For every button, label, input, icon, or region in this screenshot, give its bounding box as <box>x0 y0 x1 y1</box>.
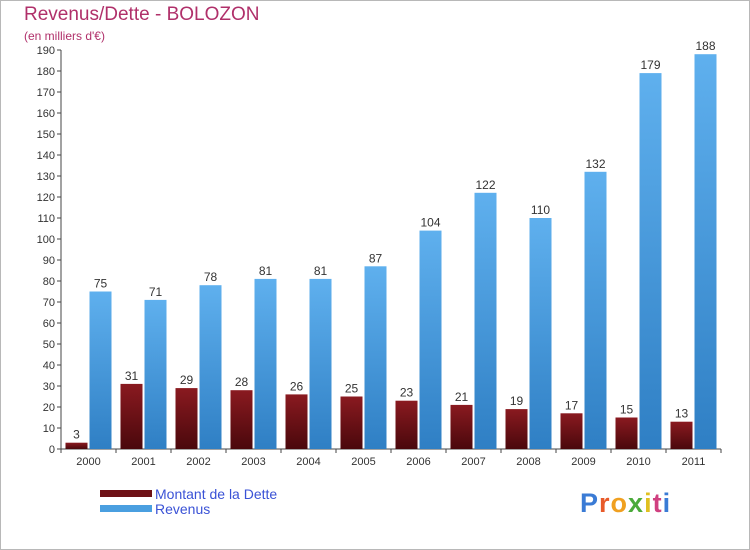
legend-swatch-revenus <box>100 505 152 512</box>
legend-label-revenus: Revenus <box>155 500 211 517</box>
legend: Montant de la Dette Revenus <box>100 485 278 517</box>
data-label-dette: 26 <box>290 379 304 393</box>
legend-label-dette: Montant de la Dette <box>155 485 278 502</box>
data-label-revenus: 179 <box>640 58 660 72</box>
chart-subtitle: (en milliers d'€) <box>24 29 105 43</box>
y-tick-label: 130 <box>37 171 55 183</box>
bar-dette <box>670 421 693 449</box>
x-tick-label: 2004 <box>296 456 320 468</box>
data-label-revenus: 110 <box>531 203 550 217</box>
bar-dette <box>175 388 198 449</box>
y-tick-label: 10 <box>43 423 55 435</box>
y-tick-label: 40 <box>43 360 55 372</box>
y-tick-label: 190 <box>37 45 55 57</box>
y-tick-label: 110 <box>37 213 55 225</box>
y-tick-label: 160 <box>37 108 55 120</box>
data-label-revenus: 132 <box>585 157 605 171</box>
x-tick-label: 2006 <box>406 456 430 468</box>
data-label-dette: 3 <box>73 428 80 442</box>
data-label-revenus: 75 <box>94 277 108 291</box>
x-tick-label: 2001 <box>131 456 155 468</box>
y-tick-label: 100 <box>37 234 55 246</box>
x-tick-label: 2011 <box>682 456 706 468</box>
bar-revenus <box>144 299 167 449</box>
bar-revenus <box>199 285 222 449</box>
data-label-revenus: 81 <box>314 264 328 278</box>
x-tick-label: 2010 <box>626 456 650 468</box>
data-label-dette: 28 <box>235 375 249 389</box>
data-label-revenus: 71 <box>149 285 163 299</box>
data-label-dette: 19 <box>510 394 524 408</box>
bar-dette <box>450 404 473 449</box>
bar-revenus <box>254 278 277 449</box>
y-tick-label: 90 <box>43 255 55 267</box>
bar-revenus <box>309 278 332 449</box>
data-label-revenus: 81 <box>259 264 273 278</box>
data-label-revenus: 188 <box>695 39 715 53</box>
x-tick-label: 2002 <box>186 456 210 468</box>
x-tick-label: 2007 <box>461 456 485 468</box>
bar-dette <box>285 394 308 449</box>
legend-item-revenus: Revenus <box>100 500 277 517</box>
bar-revenus <box>584 171 607 450</box>
y-tick-label: 50 <box>43 339 55 351</box>
bar-dette <box>65 442 88 449</box>
y-tick-label: 140 <box>37 150 55 162</box>
bar-revenus <box>694 54 717 449</box>
chart-title: Revenus/Dette - BOLOZON <box>24 4 260 25</box>
data-label-revenus: 122 <box>475 178 495 192</box>
data-label-revenus: 78 <box>204 270 218 284</box>
bar-dette <box>615 417 638 449</box>
bar-dette <box>505 409 528 449</box>
y-tick-label: 150 <box>37 129 55 141</box>
bar-revenus <box>639 73 662 449</box>
y-tick-label: 170 <box>37 87 55 99</box>
x-tick-label: 2009 <box>571 456 595 468</box>
bar-revenus <box>474 192 497 450</box>
bar-revenus <box>529 218 552 449</box>
x-tick-label: 2005 <box>351 456 375 468</box>
data-label-dette: 31 <box>125 369 139 383</box>
y-tick-label: 80 <box>43 276 55 288</box>
y-tick-label: 120 <box>37 192 55 204</box>
bar-dette <box>120 383 143 449</box>
x-tick-label: 2008 <box>516 456 540 468</box>
x-tick-label: 2003 <box>241 456 265 468</box>
data-label-dette: 25 <box>345 382 359 396</box>
data-label-dette: 13 <box>675 407 689 421</box>
y-tick-label: 20 <box>43 402 55 414</box>
legend-swatch-dette <box>100 490 152 497</box>
legend-item-dette: Montant de la Dette <box>100 485 278 502</box>
bar-dette <box>560 413 583 449</box>
data-label-revenus: 87 <box>369 251 383 265</box>
y-tick-label: 0 <box>49 444 55 456</box>
data-label-dette: 29 <box>180 373 194 387</box>
data-label-revenus: 104 <box>420 216 440 230</box>
bar-revenus <box>419 230 442 449</box>
proxiti-logo: Proxiti <box>580 488 672 518</box>
y-tick-label: 180 <box>37 66 55 78</box>
y-tick-label: 60 <box>43 318 55 330</box>
x-tick-label: 2000 <box>76 456 100 468</box>
bar-dette <box>340 396 363 449</box>
data-label-dette: 15 <box>620 403 634 417</box>
bar-revenus <box>364 266 387 449</box>
y-tick-label: 30 <box>43 381 55 393</box>
y-tick-label: 70 <box>43 297 55 309</box>
data-label-dette: 17 <box>565 398 579 412</box>
bar-revenus <box>89 291 112 449</box>
bar-dette <box>230 390 253 449</box>
bar-dette <box>395 400 418 449</box>
data-label-dette: 21 <box>455 390 469 404</box>
data-label-dette: 23 <box>400 386 414 400</box>
